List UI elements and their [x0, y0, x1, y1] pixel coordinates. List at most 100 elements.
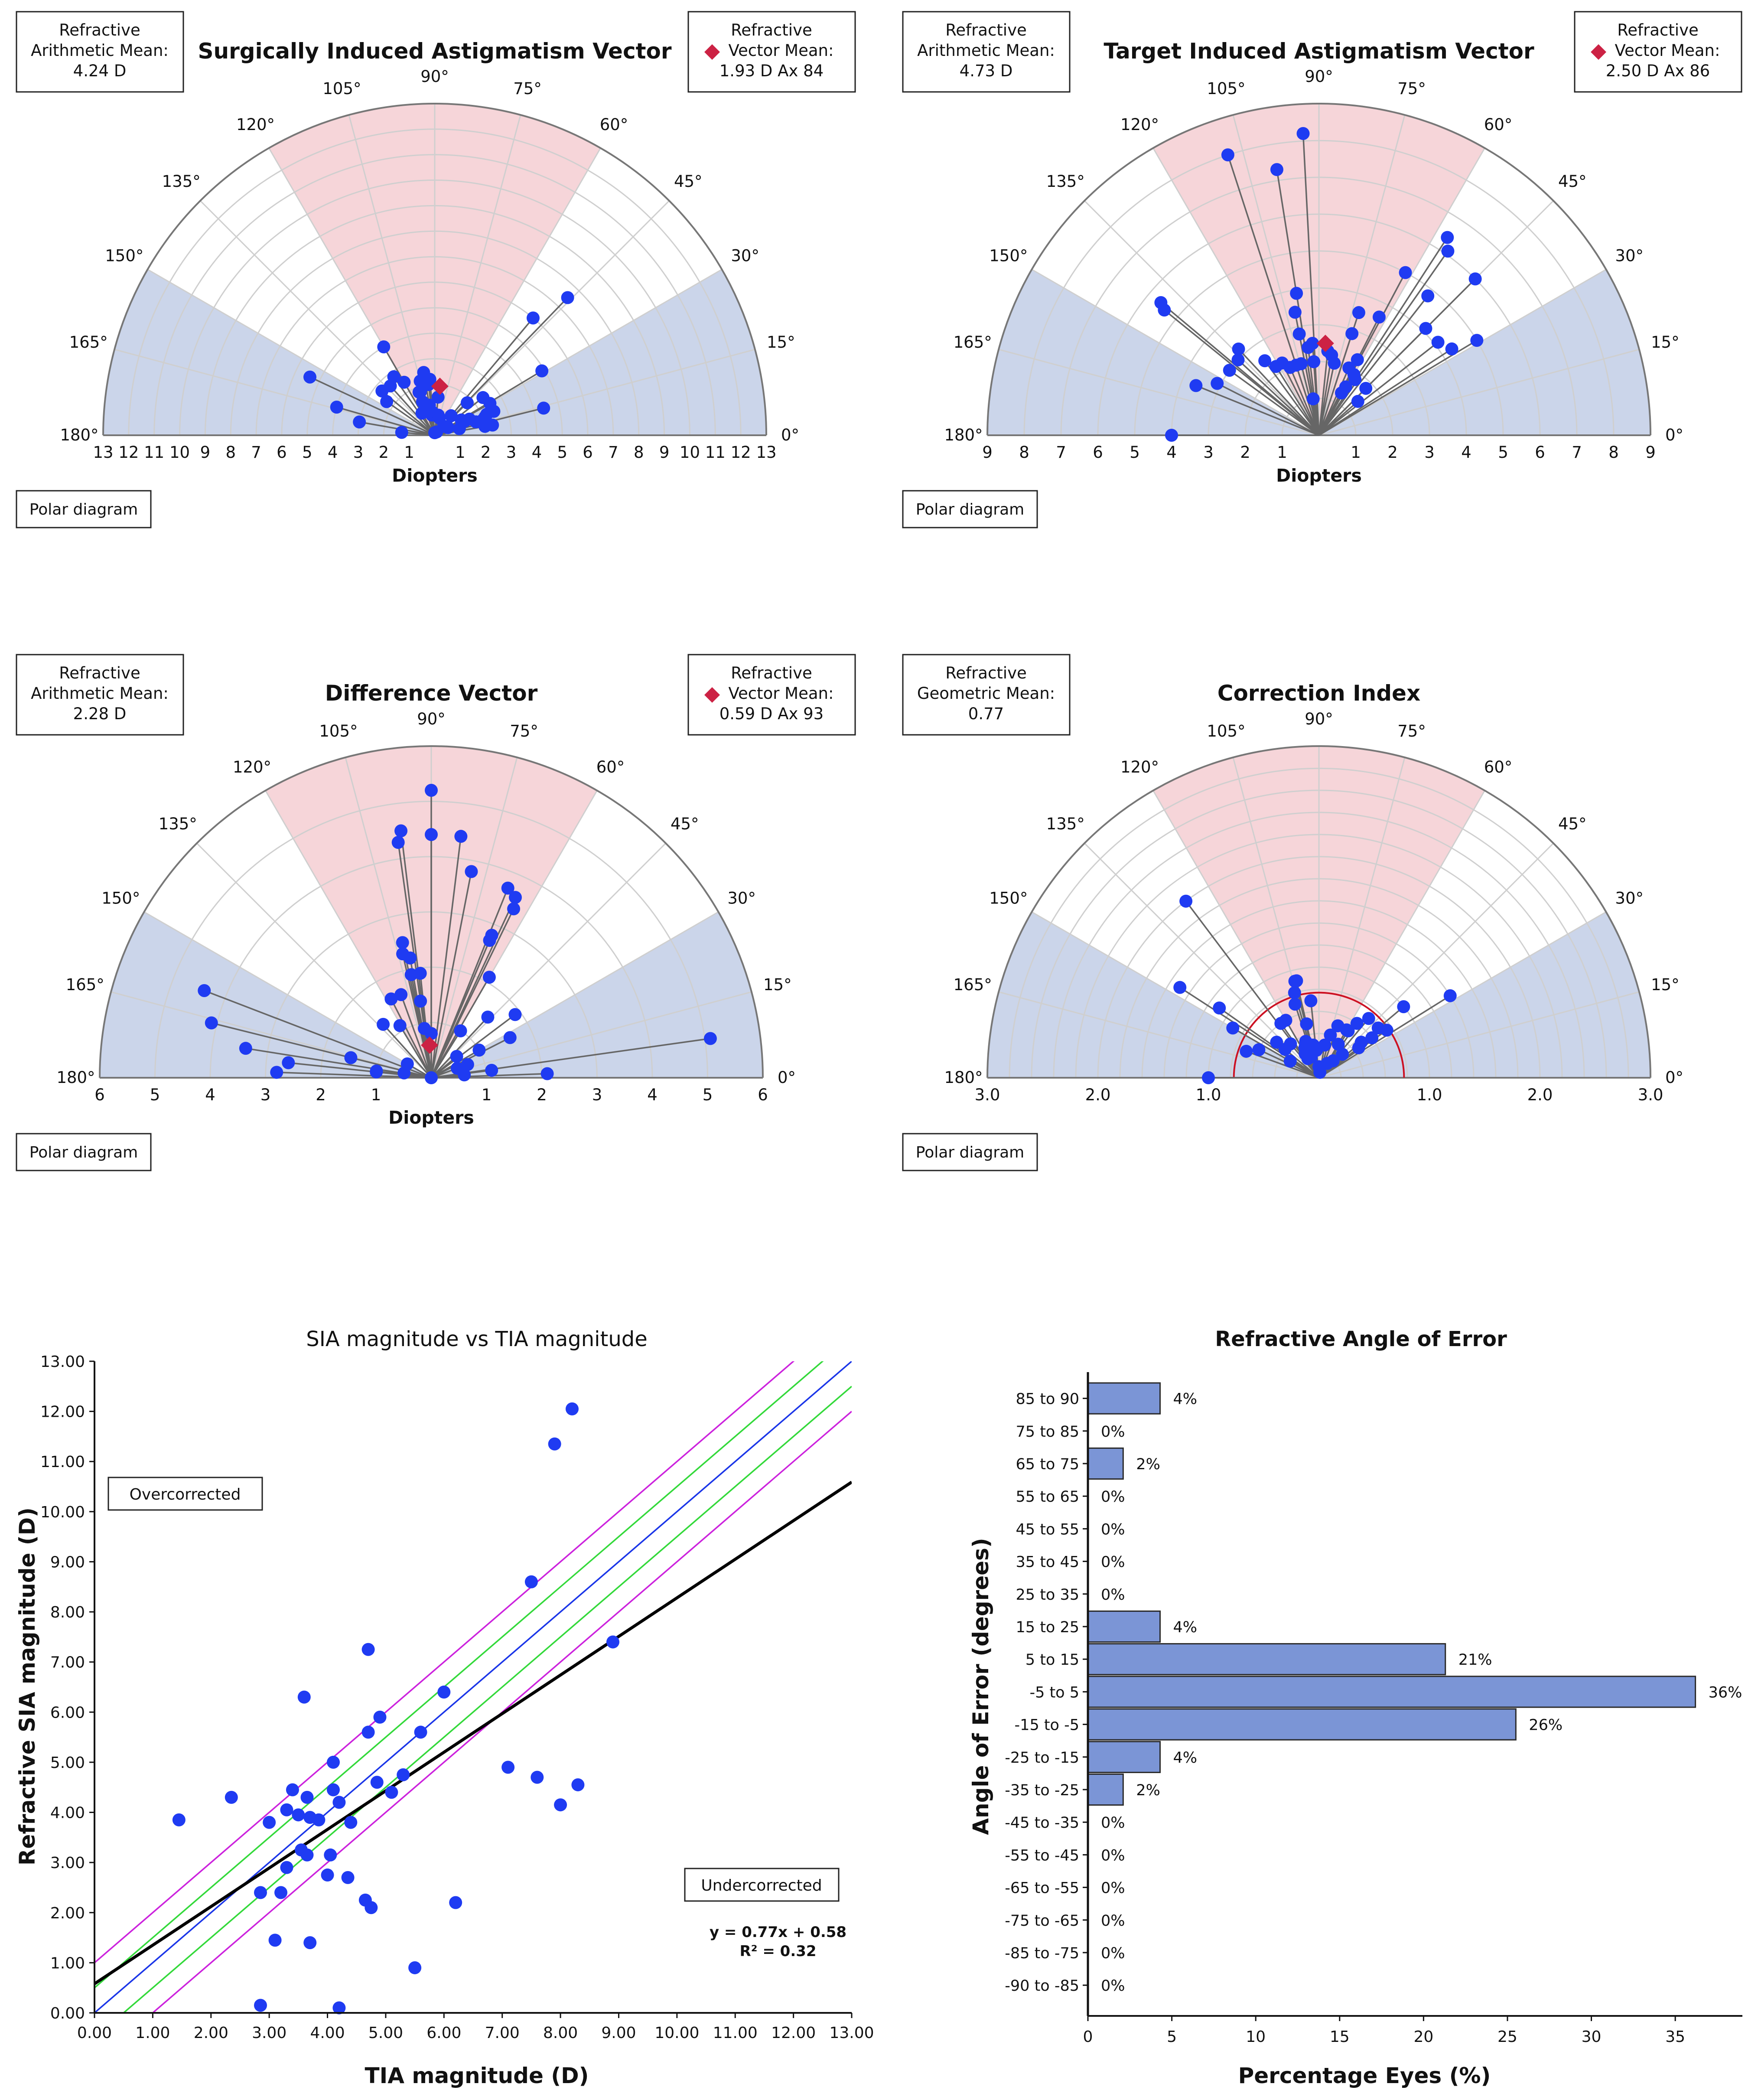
info-box-line: Arithmetic Mean: [31, 684, 169, 703]
data-point [1359, 382, 1373, 395]
scale-label: 3 [1203, 443, 1214, 462]
bar [1087, 1610, 1161, 1643]
data-spoke [1264, 360, 1320, 436]
polar-diagram-button-label: Polar diagram [916, 501, 1024, 518]
y-axis-label: Angle of Error (degrees) [968, 1538, 993, 1835]
data-point [280, 1861, 293, 1874]
angle-label: 165° [954, 975, 992, 994]
x-tick-label: 25 [1498, 2028, 1517, 2046]
data-point [1441, 231, 1454, 244]
data-point [703, 1032, 717, 1045]
data-spoke [1318, 995, 1451, 1079]
y-tick-label: 1.00 [50, 1954, 85, 1972]
polar-diagram-button-frame [16, 490, 152, 528]
scale-label: 12 [118, 443, 139, 462]
category-label: -90 to -85 [1005, 1977, 1079, 1995]
r-squared: R² = 0.32 [739, 1943, 816, 1960]
data-spoke [430, 940, 491, 1078]
data-point [507, 902, 521, 916]
grid-spoke [1318, 349, 1640, 436]
data-spoke [399, 1025, 432, 1078]
grid-spoke [1152, 147, 1320, 436]
data-point [450, 1050, 463, 1063]
bar-value-label: 0% [1101, 1521, 1125, 1538]
scale-label: 1 [455, 443, 466, 462]
angle-label: 120° [1120, 115, 1159, 134]
data-point [391, 836, 405, 849]
blue-sector-right [435, 269, 766, 435]
scale-label: 2 [1387, 443, 1398, 462]
left-info-box: Refractive Arithmetic Mean: 4.73 D [902, 11, 1071, 93]
data-point [1352, 306, 1365, 320]
data-point [461, 1058, 474, 1071]
data-point [1365, 1031, 1379, 1044]
chart-title: Refractive Angle of Error [1215, 1327, 1507, 1351]
y-tick-label: 3.00 [50, 1854, 85, 1872]
data-spoke [1281, 362, 1320, 436]
angle-label: 135° [1046, 172, 1085, 191]
data-point [1324, 1028, 1337, 1042]
category-label: -85 to -75 [1005, 1945, 1079, 1962]
data-point [303, 370, 317, 384]
data-point [481, 1011, 495, 1024]
info-box-line: Arithmetic Mean: [917, 41, 1055, 60]
data-point [1306, 337, 1319, 350]
polar-diagram-button[interactable]: Polar diagram [902, 490, 1038, 528]
data-point [385, 1786, 398, 1799]
data-point [431, 391, 445, 404]
data-spoke [400, 994, 432, 1078]
angle-label: 90° [420, 67, 449, 86]
axis-label: Diopters [392, 465, 478, 486]
scale-label: 2 [481, 443, 491, 462]
x-tick-label: 6.00 [426, 2024, 461, 2042]
bar-chart: 85 to 90 4% 75 to 85 0% 65 to 75 2% 55 to 65 0%… [968, 1327, 1742, 2088]
data-point [341, 1871, 355, 1884]
y-tick-label: 5.00 [50, 1754, 85, 1772]
angle-label: 45° [671, 815, 699, 833]
bar [1087, 1773, 1124, 1806]
data-point [300, 1790, 314, 1804]
polar-diagram-button-frame [902, 1133, 1038, 1171]
scale-label: 7 [1572, 443, 1582, 462]
data-point [1296, 127, 1310, 140]
data-point [454, 1024, 467, 1037]
data-point [425, 828, 438, 841]
angle-label: 165° [66, 975, 104, 994]
scale-label: 1 [404, 443, 414, 462]
data-point [370, 1065, 383, 1079]
data-spoke [1229, 369, 1320, 436]
x-tick-label: 20 [1413, 2028, 1433, 2046]
scale-label: 4 [1166, 443, 1177, 462]
right-info-box: Refractive Vector Mean: 1.93 D Ax 84 [687, 11, 856, 93]
info-box-line: Refractive [1617, 21, 1699, 39]
vector-mean-legend-diamond [1591, 44, 1606, 60]
data-point [531, 1771, 544, 1784]
right-info-box: Refractive Vector Mean: 2.50 D Ax 86 [1574, 11, 1742, 93]
data-point [458, 1068, 471, 1082]
data-point [332, 2001, 346, 2015]
data-point [408, 1961, 422, 1974]
grid-spoke [1318, 911, 1607, 1079]
data-point [1441, 245, 1455, 258]
grid-spoke [1232, 114, 1320, 436]
data-point [1326, 1054, 1340, 1067]
chart-title: Difference Vector [325, 681, 538, 706]
info-box-line: Arithmetic Mean: [31, 41, 169, 60]
polar-chart-1: 0° 15° 30° 45° 60° 75° 90° 105° 120° 135° 150° 165°… [902, 11, 1742, 528]
data-spoke [1318, 339, 1478, 436]
chart-title: Target Induced Astigmatism Vector [1104, 39, 1534, 64]
grid-spoke [1318, 269, 1607, 436]
polar-diagram-button[interactable]: Polar diagram [16, 1133, 152, 1171]
data-point [1288, 306, 1302, 319]
data-point [454, 830, 468, 843]
scale-label: 5 [703, 1086, 713, 1104]
left-info-box: Refractive Geometric Mean:0.77 [902, 654, 1071, 736]
data-point [1336, 1047, 1349, 1061]
polar-diagram-button-frame [902, 490, 1038, 528]
polar-diagram-button[interactable]: Polar diagram [902, 1133, 1038, 1171]
polar-diagram-button[interactable]: Polar diagram [16, 490, 152, 528]
data-point [1211, 377, 1224, 390]
vector-mean-legend-diamond [704, 687, 720, 703]
data-spoke [1217, 382, 1319, 436]
data-spoke [1302, 133, 1320, 436]
